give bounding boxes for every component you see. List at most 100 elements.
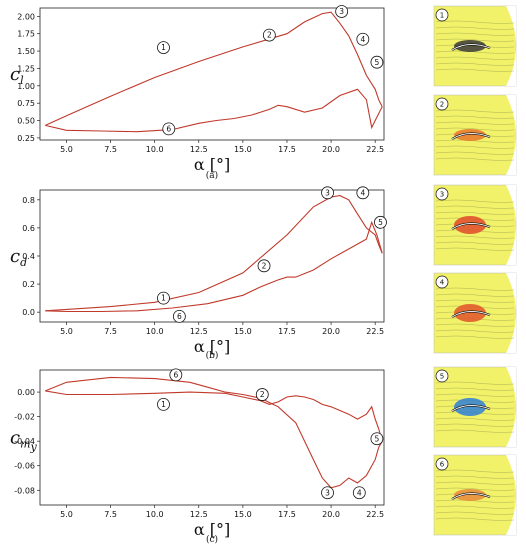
marker-label: 5 [375, 58, 380, 67]
y-tick-label: 2.00 [17, 12, 35, 21]
x-tick-label: 10.0 [146, 145, 164, 154]
domain-boundary [506, 367, 516, 447]
flow-panel-frame [433, 454, 517, 536]
streamline [435, 487, 515, 491]
y-tick-label: 0.6 [22, 224, 35, 233]
y-axis-label: cd [10, 246, 27, 269]
streamline [435, 157, 515, 161]
panel-number: 5 [440, 373, 444, 381]
vortex-region [454, 489, 486, 501]
panel-number: 1 [440, 12, 444, 20]
panel-number-circle [435, 8, 449, 22]
marker-label: 3 [325, 188, 330, 197]
streamline [435, 323, 515, 327]
marker-4: 4 [352, 486, 366, 500]
y-tick-label: 0.8 [22, 196, 35, 205]
streamline [435, 26, 515, 30]
y-tick-label: -0.02 [14, 413, 35, 422]
x-tick-label: 10.0 [146, 510, 164, 519]
y-tick-label: 0.50 [17, 117, 35, 126]
marker-4: 4 [356, 186, 370, 200]
streamline [435, 423, 515, 427]
streamline [435, 417, 515, 421]
vortex-region [454, 40, 486, 52]
vortex-region [454, 398, 486, 416]
marker-circle [157, 397, 170, 411]
x-tick-label: 7.5 [104, 327, 117, 336]
y-tick-label: 0.00 [17, 388, 35, 397]
marker-4: 4 [356, 32, 370, 46]
chart-0: 5.0 7.5 10.0 12.5 15.0 17.5 20.0 22.5 0.25 0.50 0.… [10, 5, 385, 181]
airfoil-highlight [451, 223, 491, 230]
flow-panel-3: 3 [433, 184, 517, 266]
marker-circle [172, 309, 186, 323]
streamline [435, 62, 515, 66]
streamline [435, 32, 515, 36]
marker-circle [262, 28, 276, 42]
y-tick-label: 0.2 [22, 280, 35, 289]
streamline [435, 481, 515, 485]
streamline [435, 211, 515, 215]
plot-frame [39, 369, 385, 506]
marker-5: 5 [374, 215, 387, 229]
marker-5: 5 [370, 432, 384, 446]
panel-number: 3 [440, 191, 444, 199]
panel-number: 2 [440, 101, 444, 109]
x-tick-label: 5.0 [60, 510, 73, 519]
x-axis-label: α [°] [194, 520, 230, 539]
streamline [435, 145, 515, 149]
streamline [435, 127, 515, 131]
marker-circle [352, 486, 366, 500]
y-tick-label: 1.50 [17, 47, 35, 56]
marker-circle [370, 432, 384, 446]
y-tick-label: 0.75 [17, 99, 35, 108]
marker-label: 5 [378, 218, 383, 227]
y-tick-label: 0.25 [17, 134, 35, 143]
chart-1: 5.0 7.5 10.0 12.5 15.0 17.5 20.0 22.5 0.0 0.2 0.4 0… [10, 186, 387, 361]
marker-circle [169, 368, 183, 382]
marker-circle [374, 215, 387, 229]
marker-label: 1 [161, 43, 166, 52]
streamline [435, 393, 515, 397]
streamline [435, 38, 515, 42]
plot-frame [39, 7, 385, 141]
x-tick-label: 20.0 [322, 327, 340, 336]
marker-6: 6 [162, 122, 176, 136]
x-tick-label: 15.0 [234, 327, 252, 336]
flow-panel-1: 1 [433, 5, 517, 87]
streamline [435, 109, 515, 113]
marker-label: 4 [357, 488, 362, 497]
streamline [435, 139, 515, 143]
x-tick-label: 20.0 [322, 510, 340, 519]
streamline [435, 387, 515, 391]
domain-boundary [506, 6, 516, 86]
x-tick-label: 17.5 [278, 145, 296, 154]
series-line-0 [45, 11, 383, 126]
x-tick-label: 7.5 [104, 510, 117, 519]
marker-label: 2 [260, 390, 265, 399]
marker-circle [157, 41, 170, 54]
marker-circle [255, 388, 269, 401]
marker-label: 1 [161, 294, 166, 303]
marker-label: 6 [173, 371, 178, 380]
x-tick-label: 17.5 [278, 327, 296, 336]
series-line-1 [45, 88, 383, 133]
airfoil-highlight [451, 311, 491, 318]
marker-3: 3 [335, 5, 349, 18]
marker-2: 2 [262, 28, 276, 42]
vortex-region [454, 129, 486, 141]
caption: (c) [206, 534, 218, 545]
y-tick-label: 1.75 [17, 30, 35, 39]
streamline [435, 429, 515, 433]
marker-circle [370, 55, 384, 69]
domain-boundary [506, 95, 516, 175]
x-tick-label: 10.0 [146, 327, 164, 336]
airfoil-highlight [451, 133, 491, 140]
streamline [435, 287, 515, 291]
marker-6: 6 [172, 309, 186, 323]
caption: (a) [206, 170, 218, 181]
streamline [435, 199, 515, 203]
streamline [435, 20, 515, 24]
series-line-1 [45, 390, 383, 442]
flow-panel-2: 2 [433, 94, 517, 176]
